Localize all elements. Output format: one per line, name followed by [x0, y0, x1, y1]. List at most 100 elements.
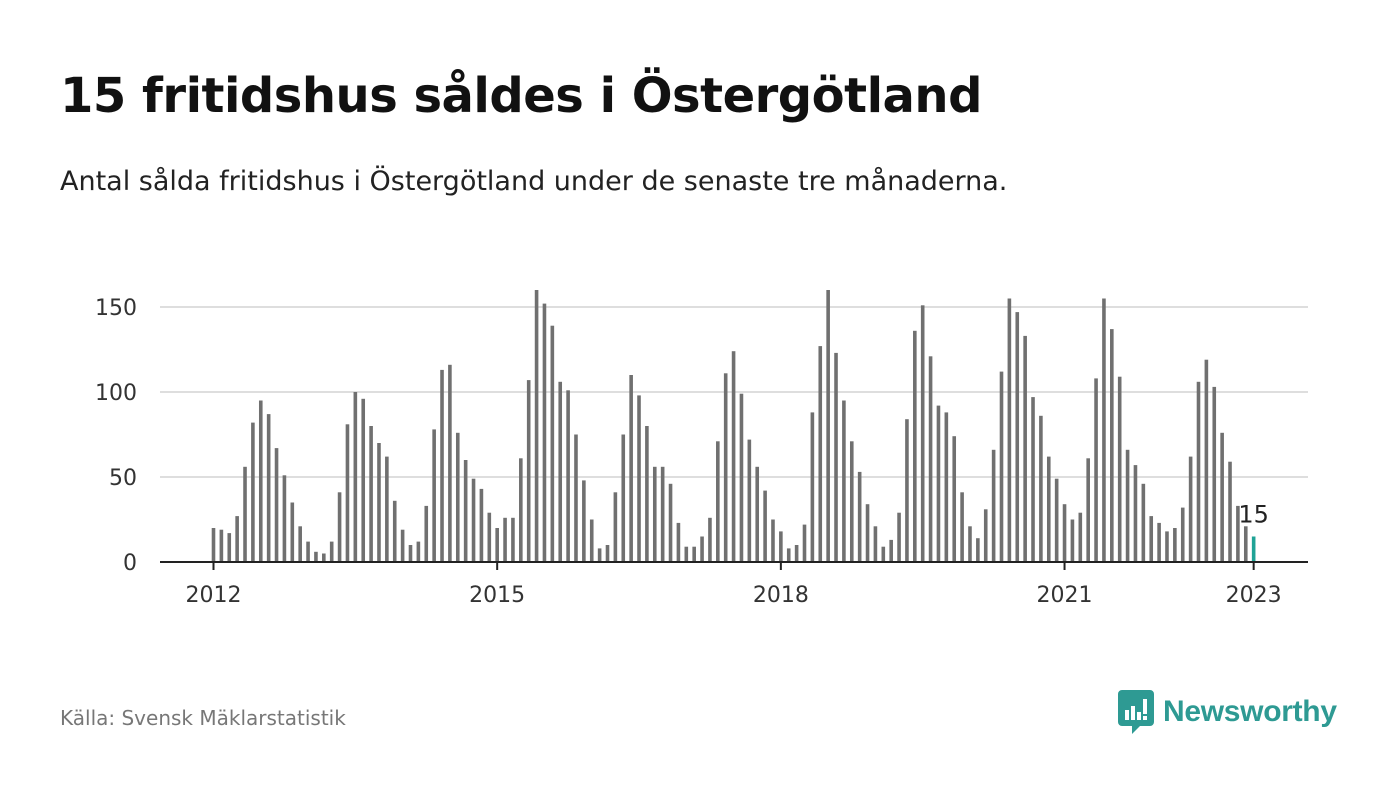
bar — [377, 443, 381, 562]
bar — [739, 393, 744, 562]
bar — [416, 541, 421, 562]
bar — [519, 458, 523, 562]
bar — [503, 517, 507, 562]
bar — [424, 505, 429, 562]
bar — [936, 405, 941, 562]
bar — [1086, 458, 1090, 562]
bar — [1007, 298, 1012, 562]
bar — [629, 375, 633, 562]
bar — [637, 395, 641, 562]
bar — [960, 492, 964, 562]
y-tick-label: 100 — [95, 381, 137, 406]
bar — [582, 480, 586, 562]
bar — [329, 541, 334, 562]
bar — [471, 478, 476, 562]
bar — [1141, 483, 1146, 562]
bar — [1039, 415, 1043, 562]
bar — [266, 414, 271, 562]
bar — [542, 303, 547, 562]
bar — [235, 516, 239, 562]
bar — [873, 526, 878, 562]
bar — [440, 369, 444, 562]
bar — [1149, 516, 1154, 562]
bar — [1078, 512, 1083, 562]
bar — [1173, 528, 1177, 562]
x-tick-label: 2018 — [753, 583, 809, 608]
bar — [314, 551, 318, 562]
bar — [857, 471, 862, 562]
x-axis-ticks: 2012 2015 2018 2021 2023 — [186, 562, 1282, 608]
bar — [920, 305, 925, 562]
bar — [1236, 505, 1240, 562]
newsworthy-logo-icon — [1118, 690, 1154, 734]
bar — [361, 398, 366, 562]
bar — [1180, 507, 1185, 562]
bar — [928, 356, 933, 562]
bar — [1228, 461, 1232, 562]
bar — [455, 432, 460, 562]
bar — [842, 400, 846, 562]
bar — [826, 290, 830, 562]
bar — [881, 546, 886, 562]
bar-highlight — [1251, 536, 1256, 562]
bar — [771, 519, 775, 562]
bar — [716, 441, 720, 562]
bar — [274, 448, 279, 562]
bar — [889, 539, 893, 562]
bar — [1023, 335, 1027, 562]
x-tick-label: 2021 — [1037, 583, 1093, 608]
x-tick-label: 2015 — [469, 583, 525, 608]
bar — [802, 524, 807, 562]
bar — [660, 466, 665, 562]
bar — [1220, 432, 1224, 562]
bar — [652, 466, 657, 562]
bar — [834, 352, 838, 562]
bar — [369, 426, 373, 562]
bar — [392, 500, 397, 562]
bar — [763, 490, 767, 562]
bar — [400, 529, 405, 562]
brand-logo[interactable]: Newsworthy — [1118, 690, 1337, 734]
bar — [1212, 386, 1217, 562]
bar — [897, 512, 901, 562]
bar — [613, 492, 618, 562]
bar — [1015, 312, 1020, 562]
bar — [574, 434, 578, 562]
bar — [991, 449, 996, 562]
bar — [747, 439, 752, 562]
bar — [550, 325, 555, 562]
bar — [944, 412, 949, 562]
bar — [337, 492, 342, 562]
bar — [1094, 378, 1098, 562]
bar — [1070, 519, 1075, 562]
bar — [913, 330, 917, 562]
bar — [605, 545, 610, 562]
bar — [243, 466, 247, 562]
bar — [566, 390, 570, 562]
bar — [251, 422, 255, 562]
bar — [676, 522, 681, 562]
bar — [1117, 376, 1122, 562]
bar — [534, 290, 539, 562]
bar — [1243, 526, 1248, 562]
bar — [849, 441, 854, 562]
bar — [865, 504, 870, 562]
x-tick-label: 2012 — [186, 583, 242, 608]
y-tick-label: 0 — [123, 551, 137, 576]
bar — [511, 517, 515, 562]
bar — [818, 346, 823, 562]
bar — [1102, 298, 1106, 562]
bar — [282, 475, 287, 562]
y-axis-ticks: 0 50 100 150 — [95, 296, 137, 576]
bar — [448, 364, 452, 562]
bar — [999, 371, 1004, 562]
bar — [258, 400, 263, 562]
bar — [779, 531, 783, 562]
bar — [1125, 449, 1130, 562]
bar — [432, 429, 436, 562]
bar — [731, 351, 736, 562]
bars — [211, 290, 1256, 562]
bar — [708, 517, 712, 562]
bar — [322, 553, 326, 562]
